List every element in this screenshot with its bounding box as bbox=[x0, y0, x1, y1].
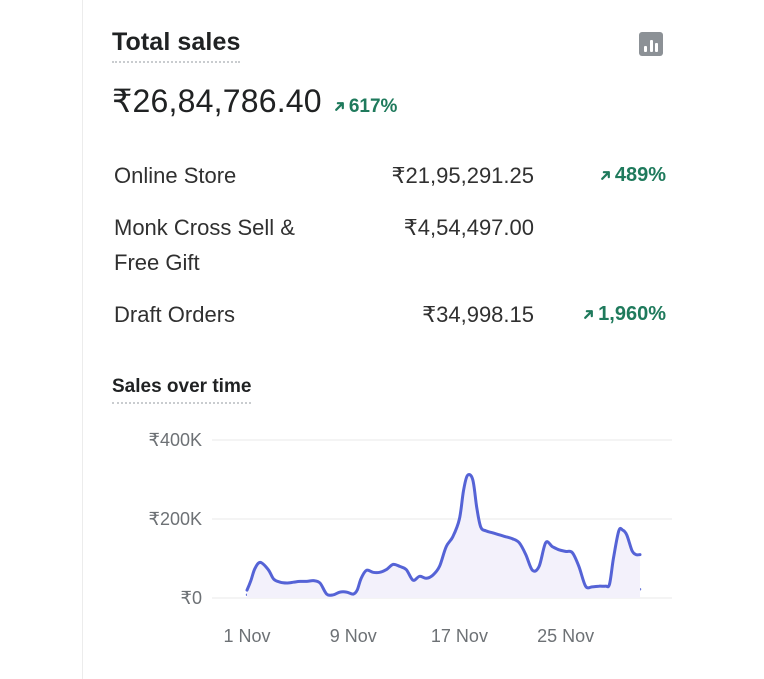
total-value: ₹26,84,786.40 bbox=[112, 83, 322, 119]
y-tick-label: ₹400K bbox=[149, 430, 203, 450]
arrow-up-right-icon bbox=[584, 310, 594, 319]
arrow-up-right-icon bbox=[600, 171, 610, 180]
x-tick-label: 17 Nov bbox=[431, 626, 488, 646]
x-tick-label: 9 Nov bbox=[330, 626, 377, 646]
channel-name: Monk Cross Sell & Free Gift bbox=[114, 215, 295, 275]
total-change-value: 617% bbox=[348, 95, 398, 117]
x-tick-label: 25 Nov bbox=[537, 626, 594, 646]
channel-value: ₹4,54,497.00 bbox=[403, 215, 534, 240]
breakdown-row-draft-orders: Draft Orders ₹34,998.15 1,960% bbox=[114, 297, 666, 337]
y-tick-label: ₹200K bbox=[149, 509, 203, 529]
left-divider bbox=[82, 0, 83, 679]
sales-over-time-chart: ₹400K ₹200K ₹0 1 Nov 9 Nov 17 Nov 25 Nov bbox=[149, 430, 672, 646]
total-row: ₹26,84,786.40 617% bbox=[112, 82, 397, 120]
channel-name: Online Store bbox=[114, 163, 237, 188]
series-area-current bbox=[247, 474, 640, 598]
breakdown-row-monk-cross-sell: Monk Cross Sell & Free Gift ₹4,54,497.00 bbox=[114, 210, 666, 282]
channel-change-badge: 489% bbox=[600, 158, 666, 193]
channel-change-value: 489% bbox=[614, 164, 666, 186]
channel-change-badge: 1,960% bbox=[583, 297, 666, 332]
total-sales-card: Total sales ₹26,84,786.40 617% Online St… bbox=[112, 0, 672, 679]
x-tick-label: 1 Nov bbox=[223, 626, 270, 646]
card-title[interactable]: Total sales bbox=[112, 28, 241, 63]
total-change-badge: 617% bbox=[334, 95, 398, 118]
channel-change-value: 1,960% bbox=[598, 303, 666, 325]
y-tick-label: ₹0 bbox=[181, 588, 202, 608]
series-line-current bbox=[245, 473, 642, 597]
arrow-up-right-icon bbox=[334, 102, 344, 111]
channel-name: Draft Orders bbox=[114, 302, 236, 327]
chart-title[interactable]: Sales over time bbox=[112, 376, 252, 404]
channel-value: ₹21,95,291.25 bbox=[391, 163, 534, 188]
bar-chart-icon[interactable] bbox=[639, 32, 663, 56]
breakdown-row-online-store: Online Store ₹21,95,291.25 489% bbox=[114, 158, 666, 198]
channel-value: ₹34,998.15 bbox=[422, 302, 534, 327]
